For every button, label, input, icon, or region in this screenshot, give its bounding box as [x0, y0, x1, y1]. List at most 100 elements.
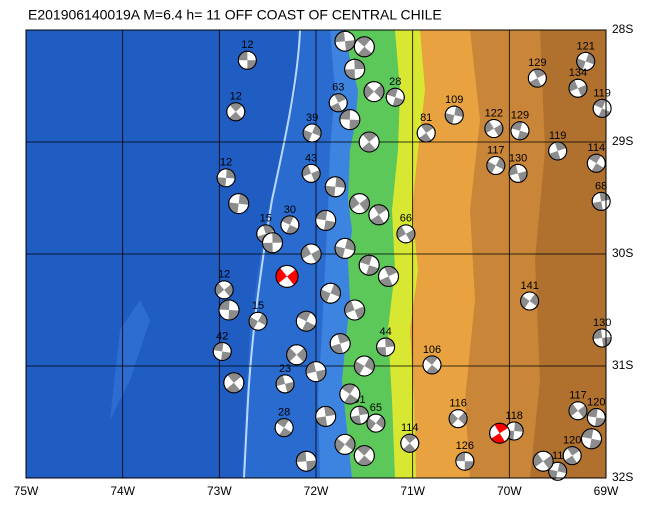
lon-tick-label: 72W — [304, 484, 329, 498]
focal-mechanism — [349, 193, 370, 215]
depth-label: 119 — [549, 130, 567, 142]
beachball-outline — [315, 405, 337, 427]
depth-label: 43 — [305, 152, 317, 164]
beachball-outline — [527, 68, 547, 88]
beachball-quadrant — [335, 436, 355, 453]
focal-mechanism — [295, 450, 317, 472]
depth-label: 15 — [252, 300, 264, 312]
focal-mechanism — [248, 311, 268, 331]
beachball-outline — [212, 341, 232, 361]
depth-label: 129 — [511, 110, 529, 122]
beachball-outline — [262, 232, 283, 254]
beachball-quadrant — [379, 266, 398, 287]
depth-label: 65 — [370, 402, 382, 414]
beachball-outline — [353, 36, 375, 58]
beachball-outline — [484, 119, 504, 139]
beachball-outline — [214, 280, 234, 300]
beachball-outline — [295, 450, 317, 472]
focal-mechanism — [366, 413, 386, 433]
beachball-quadrant — [281, 215, 299, 234]
beachball-quadrant — [354, 357, 375, 375]
focal-mechanism — [385, 87, 405, 107]
beachball-quadrant — [455, 452, 474, 471]
focal-mechanism — [320, 282, 341, 304]
focal-mechanism — [344, 58, 366, 80]
focal-mechanism — [592, 98, 612, 118]
beachball-outline — [226, 102, 246, 122]
focal-mechanism — [591, 191, 611, 211]
focal-mechanism — [324, 176, 346, 198]
beachball-outline — [416, 123, 436, 143]
focal-mechanism — [315, 209, 337, 231]
lon-tick-label: 71W — [400, 484, 425, 498]
focal-mechanism — [376, 337, 396, 357]
depth-label: 130 — [593, 317, 611, 329]
beachball-outline — [489, 422, 511, 444]
beachball-outline — [329, 333, 351, 355]
beachball-outline — [385, 87, 405, 107]
beachball-outline — [586, 408, 606, 428]
beachball-quadrant — [339, 109, 360, 130]
focal-mechanism — [350, 405, 369, 425]
focal-mechanism — [378, 265, 399, 287]
depth-label: 120 — [563, 435, 581, 447]
focal-mechanism — [448, 409, 468, 429]
beachball-outline — [320, 282, 341, 304]
beachball-outline — [422, 355, 442, 375]
focal-mechanism — [489, 422, 511, 444]
beachball-outline — [275, 264, 299, 288]
beachball-quadrant — [509, 164, 528, 183]
beachball-quadrant — [486, 157, 505, 174]
focal-mechanism — [301, 163, 321, 183]
beachball-outline — [334, 237, 356, 259]
beachball-quadrant — [334, 238, 355, 259]
beachball-quadrant — [262, 232, 283, 253]
beachball-outline — [334, 30, 356, 52]
title: E201906140019A M=6.4 h= 11 OFF COAST OF … — [28, 7, 442, 23]
focal-mechanism — [274, 418, 294, 438]
beachball-quadrant — [297, 311, 316, 332]
focal-mechanism — [305, 361, 327, 383]
lat-tick-label: 32S — [612, 470, 633, 484]
focal-mechanism — [353, 36, 375, 58]
beachball-outline — [218, 299, 240, 321]
depth-label: 116 — [449, 398, 467, 410]
depth-label: 119 — [593, 87, 611, 99]
beachball-quadrant — [356, 36, 372, 57]
focal-mechanism — [353, 445, 375, 467]
beachball-quadrant — [386, 88, 404, 107]
beachball-outline — [378, 265, 399, 287]
beachball-quadrant — [303, 124, 322, 142]
beachball-quadrant — [276, 418, 292, 437]
beachball-quadrant — [330, 333, 350, 354]
depth-label: 63 — [332, 82, 344, 94]
beachball-quadrant — [449, 412, 468, 426]
beachball-outline — [400, 433, 420, 453]
depth-label: 114 — [588, 142, 606, 154]
depth-label: 39 — [306, 112, 318, 124]
beachball-outline — [305, 361, 327, 383]
focal-mechanism — [548, 461, 568, 481]
focal-mechanism — [302, 123, 322, 143]
beachball-outline — [339, 109, 361, 131]
beachball-quadrant — [418, 124, 434, 143]
depth-label: 11 — [552, 450, 563, 462]
beachball-quadrant — [276, 267, 298, 285]
lat-tick-label: 31S — [612, 358, 633, 372]
depth-label: 12 — [241, 39, 253, 51]
lon-tick-label: 70W — [497, 484, 522, 498]
beachball-quadrant — [548, 462, 567, 481]
beachball-outline — [508, 163, 528, 183]
beachball-outline — [363, 81, 385, 103]
beachball-quadrant — [296, 451, 317, 472]
focal-mechanism — [416, 123, 436, 143]
beachball-quadrant — [302, 165, 321, 182]
focal-mechanism — [226, 102, 246, 122]
beachball-quadrant — [301, 245, 322, 263]
depth-label: 114 — [401, 422, 419, 434]
beachball-outline — [275, 374, 295, 394]
lon-tick-label: 74W — [110, 484, 135, 498]
focal-mechanism — [548, 141, 568, 161]
beachball-quadrant — [593, 329, 612, 347]
focal-mechanism — [586, 408, 606, 428]
